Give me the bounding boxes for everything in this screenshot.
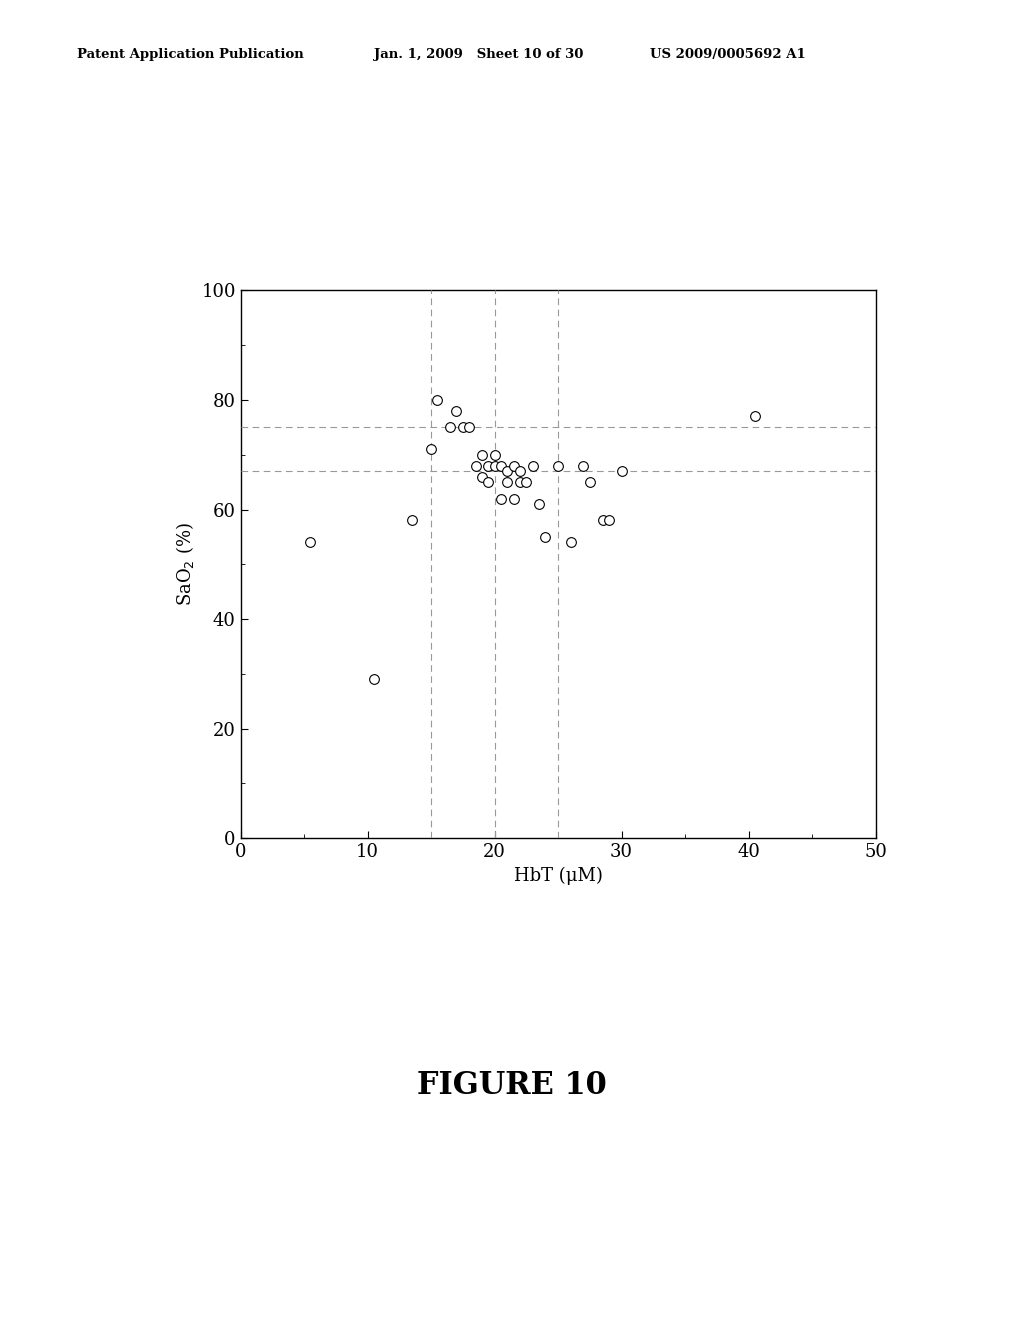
Point bbox=[442, 417, 459, 438]
Point bbox=[562, 532, 579, 553]
Point bbox=[486, 444, 503, 465]
Point bbox=[480, 471, 497, 492]
Point bbox=[499, 461, 515, 482]
Point bbox=[506, 455, 522, 477]
Point bbox=[449, 400, 465, 421]
Point bbox=[302, 532, 318, 553]
Point bbox=[474, 466, 490, 487]
Point bbox=[493, 455, 509, 477]
Point bbox=[423, 438, 439, 459]
Y-axis label: SaO$_2$ (%): SaO$_2$ (%) bbox=[174, 523, 196, 606]
Text: US 2009/0005692 A1: US 2009/0005692 A1 bbox=[650, 48, 806, 61]
Text: FIGURE 10: FIGURE 10 bbox=[417, 1069, 607, 1101]
Point bbox=[403, 510, 420, 531]
Point bbox=[455, 417, 471, 438]
Point bbox=[512, 461, 528, 482]
Point bbox=[474, 444, 490, 465]
Point bbox=[575, 455, 592, 477]
Point bbox=[524, 455, 541, 477]
Point bbox=[538, 527, 554, 548]
Point bbox=[530, 494, 547, 515]
Point bbox=[582, 471, 598, 492]
Point bbox=[467, 455, 483, 477]
Text: Patent Application Publication: Patent Application Publication bbox=[77, 48, 303, 61]
Point bbox=[506, 488, 522, 510]
Point bbox=[746, 405, 763, 426]
Point bbox=[499, 471, 515, 492]
Point bbox=[550, 455, 566, 477]
Point bbox=[429, 389, 445, 411]
Point bbox=[480, 455, 497, 477]
Point bbox=[512, 471, 528, 492]
Point bbox=[461, 417, 477, 438]
X-axis label: HbT (μM): HbT (μM) bbox=[514, 867, 602, 884]
Point bbox=[366, 669, 382, 690]
Point bbox=[486, 455, 503, 477]
Point bbox=[601, 510, 617, 531]
Point bbox=[594, 510, 610, 531]
Text: Jan. 1, 2009   Sheet 10 of 30: Jan. 1, 2009 Sheet 10 of 30 bbox=[374, 48, 583, 61]
Point bbox=[613, 461, 630, 482]
Point bbox=[518, 471, 535, 492]
Point bbox=[493, 488, 509, 510]
